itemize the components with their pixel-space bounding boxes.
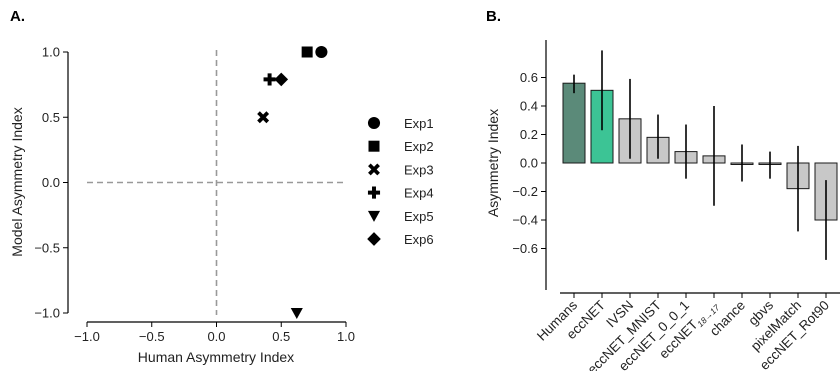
scatter-y-tick-label: 1.0 (42, 45, 60, 60)
scatter-x-tick-label: −0.5 (139, 329, 165, 344)
scatter-y-axis-label: Model Asymmetry Index (9, 107, 25, 256)
legend-label-exp3: Exp3 (404, 162, 434, 177)
point-exp3 (257, 111, 270, 124)
legend-marker-exp6 (367, 232, 381, 246)
scatter-y-tick-label: −1.0 (34, 306, 60, 321)
scatter-x-tick-label: 0.0 (207, 329, 225, 344)
scatter-x-axis-label: Human Asymmetry Index (138, 349, 294, 365)
panel-b-label: B. (486, 8, 501, 25)
bar-panel: Asymmetry Index 0.6 0.4 0.2 0.0 −0.2 −0.4 −0.6… (485, 40, 840, 371)
scatter-x-tick-label: 1.0 (337, 329, 355, 344)
legend-marker-exp5 (367, 210, 381, 222)
scatter-y-tick-label: 0.0 (42, 175, 60, 190)
bar-y-tick-label: −0.2 (512, 184, 538, 199)
scatter-panel: Human Asymmetry Index Model Asymmetry In… (9, 45, 434, 366)
legend-marker-exp2 (368, 140, 380, 152)
legend-label-exp2: Exp2 (404, 139, 434, 154)
point-exp1 (315, 45, 328, 59)
bar-y-tick-label: 0.4 (520, 99, 538, 114)
legend-label-exp1: Exp1 (404, 116, 434, 131)
bar-y-tick-label: 0.2 (520, 127, 538, 142)
bar-y-axis-label: Asymmetry Index (485, 109, 501, 217)
point-exp5 (290, 308, 303, 320)
scatter-x-tick-label: −1.0 (74, 329, 100, 344)
panel-a-label: A. (10, 8, 25, 25)
point-exp2 (301, 46, 313, 58)
bar-humans (562, 82, 586, 164)
scatter-y-tick-label: 0.5 (42, 110, 60, 125)
point-exp6 (274, 72, 289, 87)
bar-y-tick-label: −0.6 (512, 241, 538, 256)
scatter-y-tick-label: −0.5 (34, 240, 60, 255)
legend-label-exp5: Exp5 (404, 209, 434, 224)
legend-label-exp6: Exp6 (404, 232, 434, 247)
scatter-x-tick-label: 0.5 (272, 329, 290, 344)
legend-label-exp4: Exp4 (404, 186, 434, 201)
bar-y-tick-label: 0.6 (520, 70, 538, 85)
point-exp4 (263, 73, 276, 86)
bar-y-tick-label: 0.0 (520, 156, 538, 171)
bar-y-tick-label: −0.4 (512, 213, 538, 228)
legend-marker-exp1 (367, 116, 381, 130)
legend-marker-exp3 (368, 163, 380, 176)
legend-marker-exp4 (367, 186, 381, 199)
